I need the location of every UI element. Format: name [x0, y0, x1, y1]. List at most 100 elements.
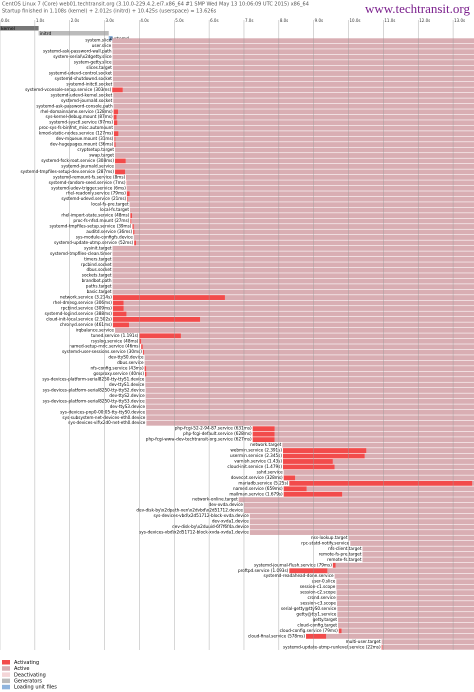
active-bar: [128, 322, 474, 328]
active-bar: [146, 409, 474, 415]
unit-label: gssproxy.service (40ms): [93, 371, 144, 376]
unit-label: sys-kernel-debug.mount (87ms): [46, 114, 113, 119]
unit-label: systemd-random-seed.service (7ms): [49, 180, 126, 185]
active-bar: [112, 278, 474, 284]
unit-label: network.target: [250, 442, 281, 447]
active-bar: [130, 207, 474, 213]
active-bar: [126, 180, 474, 186]
active-bar: [144, 355, 474, 361]
active-bar: [129, 191, 474, 197]
active-bar: [112, 71, 474, 76]
unit-label: systemd-update-utmp-runlevel.service (22…: [283, 644, 381, 649]
active-bar: [113, 98, 474, 104]
unit-label: sysinit.target: [84, 245, 112, 250]
unit-label: user.slice: [92, 43, 112, 48]
unit-label: session-c1.scope: [300, 584, 336, 589]
unit-label: dev-mqueue.mount (31ms): [56, 136, 114, 141]
unit-label: systemd-logind.service (388ms): [45, 311, 113, 316]
unit-label: mariadb.service (5.25s): [238, 480, 288, 485]
unit-label: sockets.target: [82, 273, 112, 278]
unit-label: paths.target: [86, 284, 112, 289]
unit-label: serial-getty@ttyS0.service: [281, 606, 337, 611]
active-bar: [336, 584, 474, 590]
legend-swatch: [2, 672, 10, 677]
activating-bar: [252, 437, 275, 443]
unit-label: systemd-journald.service: [61, 163, 114, 168]
activating-bar: [141, 344, 143, 350]
active-bar: [238, 497, 474, 503]
unit-label: rpcbind.socket: [81, 262, 112, 267]
active-bar: [126, 311, 474, 317]
active-bar: [115, 327, 474, 333]
active-bar: [274, 431, 474, 437]
active-bar: [127, 185, 474, 191]
active-bar: [146, 420, 474, 426]
active-bar: [115, 163, 474, 169]
unit-label: dev-xvda1.device: [212, 519, 249, 524]
unit-label: php-fcgi-www-dev-techtransit-org.service…: [146, 437, 252, 442]
activating-bar: [112, 322, 129, 328]
activating-bar: [283, 475, 296, 481]
activating-bar: [115, 169, 126, 175]
active-bar: [123, 300, 474, 306]
activating-bar: [139, 333, 181, 339]
activating-bar: [112, 295, 225, 300]
active-bar: [115, 147, 474, 153]
unit-label: systemd-user-sessions.service (30ms): [62, 349, 142, 354]
unit-label: network.service (3.214s): [60, 295, 112, 300]
unit-label: nfs-client.target: [328, 546, 362, 551]
x-tick-label: 6.0s: [210, 18, 218, 23]
subtitle: Startup finished in 1.108s (kernel) + 2.…: [2, 9, 217, 15]
activating-bar: [132, 224, 134, 229]
active-bar: [282, 442, 474, 448]
phase-bar: [38, 31, 109, 36]
unit-label: dev-ttyS3.device: [110, 404, 146, 409]
unit-label: session-c3.scope: [300, 601, 336, 606]
active-bar: [133, 224, 474, 229]
phase-bar: [108, 36, 113, 41]
active-bar: [382, 644, 474, 650]
unit-label: systemd-fsck-root.service (308ms): [41, 158, 114, 163]
unit-label: proftpd.service (1.093s): [238, 568, 289, 573]
active-bar: [249, 519, 474, 525]
unit-label: basic.target: [87, 289, 112, 294]
active-bar: [472, 480, 474, 486]
unit-label: rhel-import-state.service (48ms): [61, 213, 129, 218]
unit-label: systemd-ask-password-wall.path: [43, 49, 112, 54]
activating-bar: [130, 218, 132, 224]
active-bar: [332, 459, 474, 464]
active-bar: [127, 196, 474, 202]
active-bar: [145, 388, 474, 393]
unit-label: systemd-remount-fs.service (8ms): [53, 174, 125, 179]
unit-label: systemd-ask-password-console.path: [36, 103, 113, 108]
activating-bar: [283, 453, 365, 459]
unit-label: nfs-config.service (43ms): [90, 366, 144, 371]
unit-label: php-fcgi-default.service (628ms): [183, 431, 252, 436]
unit-label: remote-fs.target: [327, 557, 362, 562]
phase-bar: [0, 26, 39, 31]
activating-bar: [113, 114, 117, 120]
active-bar: [283, 469, 474, 475]
unit-label: dev-hugepages.mount (36ms): [50, 142, 114, 147]
unit-label: php-fcgi-52-2-94-87.service (631ms): [175, 426, 252, 431]
active-bar: [336, 595, 474, 601]
active-bar: [336, 579, 474, 585]
unit-label: systemd-journal-flush.service (79ms): [254, 562, 332, 567]
active-bar: [224, 295, 474, 300]
active-bar: [146, 371, 474, 377]
unit-label: dev-disk-by\x2duuid-6f7f6f4a.device: [172, 524, 249, 529]
active-bar: [112, 65, 474, 71]
unit-label: mailman.service (1.679s): [229, 491, 283, 496]
activating-bar: [113, 120, 118, 126]
legend-label: Generators: [14, 679, 42, 685]
active-bar: [249, 524, 474, 530]
active-bar: [112, 43, 474, 49]
x-tick-label: 9.0s: [315, 18, 323, 23]
active-bar: [115, 153, 474, 158]
unit-label: kmod-static-nodes.service (127ms): [39, 131, 113, 136]
unit-label: tuned.service (1.191s): [91, 333, 139, 338]
activating-bar: [133, 229, 135, 235]
x-tick-label: 0.0s: [1, 18, 9, 23]
activating-bar: [112, 306, 124, 311]
unit-label: system.slice: [85, 38, 111, 43]
